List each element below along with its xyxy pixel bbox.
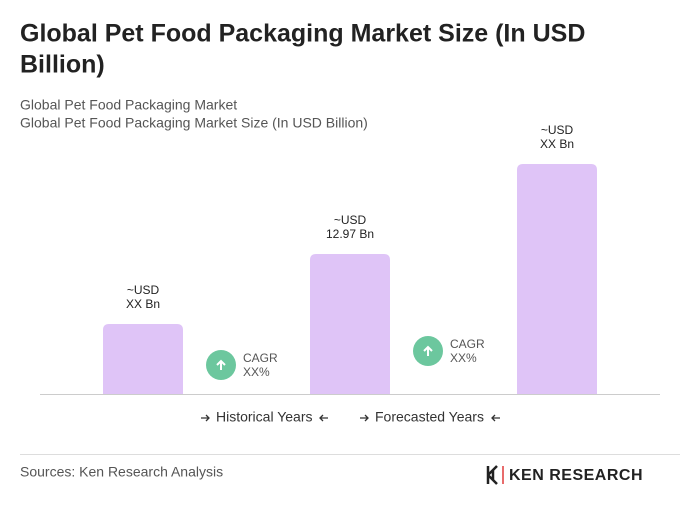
bar [517, 164, 597, 394]
arrow-left [319, 414, 328, 422]
value-label: ~USD [541, 123, 574, 137]
period-label: Historical Years [216, 409, 313, 425]
logo-icon [486, 465, 498, 485]
arrow-right [201, 414, 210, 422]
value-label: XX Bn [540, 137, 574, 151]
value-label: XX Bn [126, 297, 160, 311]
logo: KEN RESEARCH [486, 465, 643, 485]
arrow-left [491, 414, 500, 422]
cagr-arrow [423, 345, 433, 356]
subtitle: Global Pet Food Packaging Market Size (I… [20, 115, 368, 131]
cagr-arrow [216, 359, 226, 370]
bar [103, 323, 183, 394]
value-label: ~USD [334, 213, 367, 227]
arrow-right [360, 414, 369, 422]
chart-title: Global Pet Food Packaging Market Size (I… [20, 20, 585, 48]
value-label: 12.97 Bn [326, 227, 374, 241]
bar [310, 254, 390, 394]
period-label: Forecasted Years [375, 409, 484, 425]
logo-text: KEN RESEARCH [509, 467, 643, 484]
cagr-value: XX% [243, 365, 270, 379]
subtitle: Global Pet Food Packaging Market [20, 97, 237, 113]
cagr-value: XX% [450, 351, 477, 365]
cagr-label: CAGR [450, 337, 485, 351]
chart-title: Billion) [20, 51, 105, 79]
cagr-label: CAGR [243, 351, 278, 365]
value-label: ~USD [127, 283, 160, 297]
source: Sources: Ken Research Analysis [20, 464, 223, 480]
